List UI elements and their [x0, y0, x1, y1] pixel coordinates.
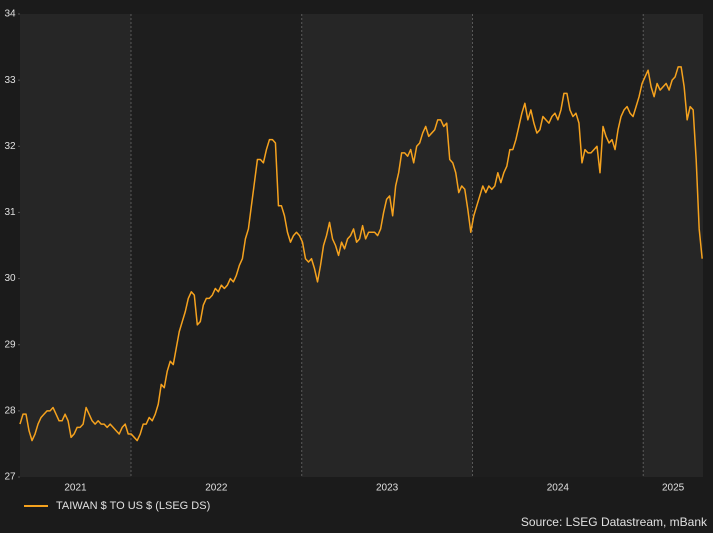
- y-tick-label: 29: [4, 339, 16, 350]
- y-tick-label: 30: [4, 273, 16, 284]
- year-band: [643, 14, 703, 477]
- year-band: [472, 14, 644, 477]
- year-band: [20, 14, 131, 477]
- y-tick-label: 28: [4, 405, 16, 416]
- x-tick-label: 2022: [205, 483, 228, 494]
- x-tick-label: 2025: [662, 483, 685, 494]
- y-tick-label: 32: [4, 141, 16, 152]
- y-tick-label: 33: [4, 75, 16, 86]
- y-tick-label: 27: [4, 472, 16, 483]
- legend-label: TAIWAN $ TO US $ (LSEG DS): [56, 500, 210, 512]
- series-line: [19, 66, 703, 442]
- y-tick-label: 34: [4, 9, 16, 20]
- x-tick-label: 2021: [64, 483, 87, 494]
- source-note: Source: LSEG Datastream, mBank: [521, 515, 708, 529]
- year-band: [301, 14, 473, 477]
- x-tick-label: 2023: [376, 483, 399, 494]
- y-tick-label: 31: [4, 207, 16, 218]
- x-tick-label: 2024: [547, 483, 570, 494]
